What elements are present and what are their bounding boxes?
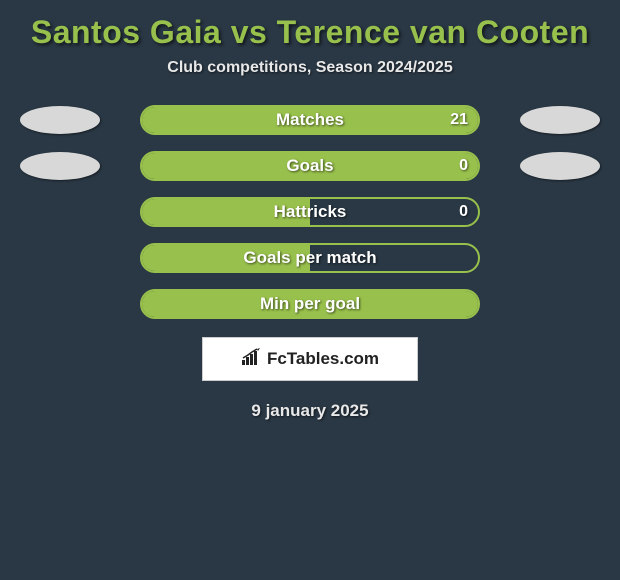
left-value-ellipse xyxy=(20,152,100,180)
stat-bar: Matches21 xyxy=(140,105,480,135)
stat-value-right: 0 xyxy=(459,153,468,179)
chart-icon xyxy=(241,348,263,371)
logo-box[interactable]: FcTables.com xyxy=(202,337,418,381)
stat-row: Matches21 xyxy=(0,105,620,135)
stat-bar: Hattricks0 xyxy=(140,197,480,227)
subtitle: Club competitions, Season 2024/2025 xyxy=(0,59,620,105)
stat-label: Min per goal xyxy=(142,291,478,317)
date-line: 9 january 2025 xyxy=(0,381,620,421)
left-value-ellipse xyxy=(20,106,100,134)
stat-label: Matches xyxy=(142,107,478,133)
right-value-ellipse xyxy=(520,152,600,180)
stat-row: Goals per match xyxy=(0,243,620,273)
logo-inner: FcTables.com xyxy=(241,348,379,371)
stat-bar: Min per goal xyxy=(140,289,480,319)
stat-bar: Goals per match xyxy=(140,243,480,273)
stat-rows-container: Matches21Goals0Hattricks0Goals per match… xyxy=(0,105,620,319)
stat-value-right: 0 xyxy=(459,199,468,225)
logo-text: FcTables.com xyxy=(267,349,379,369)
stat-label: Goals xyxy=(142,153,478,179)
page-title: Santos Gaia vs Terence van Cooten xyxy=(0,8,620,59)
stat-label: Goals per match xyxy=(142,245,478,271)
stat-bar: Goals0 xyxy=(140,151,480,181)
right-value-ellipse xyxy=(520,106,600,134)
stat-value-right: 21 xyxy=(450,107,468,133)
stats-card: Santos Gaia vs Terence van Cooten Club c… xyxy=(0,0,620,421)
stat-row: Min per goal xyxy=(0,289,620,319)
stat-label: Hattricks xyxy=(142,199,478,225)
stat-row: Goals0 xyxy=(0,151,620,181)
stat-row: Hattricks0 xyxy=(0,197,620,227)
